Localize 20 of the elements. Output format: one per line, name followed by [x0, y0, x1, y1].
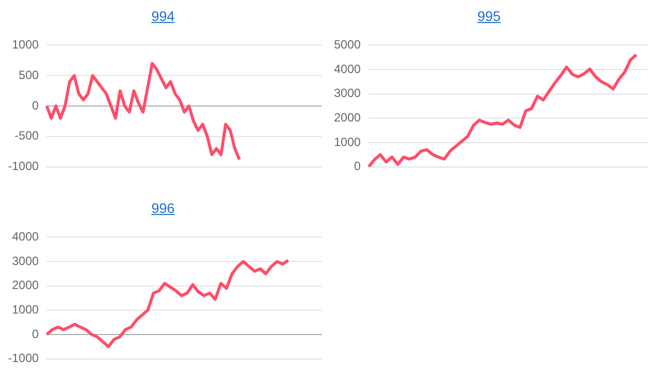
- y-tick-label: 0: [354, 159, 362, 174]
- y-tick-label: 3000: [12, 254, 40, 268]
- y-tick-label: 1000: [12, 302, 40, 316]
- y-tick-label: 2000: [12, 278, 40, 292]
- y-tick-label: 3000: [334, 86, 362, 100]
- chart-title: 994: [150, 8, 176, 26]
- y-tick-label: 0: [32, 98, 40, 112]
- y-tick-label: -500: [14, 128, 40, 143]
- y-tick-label: 500: [18, 68, 40, 82]
- y-tick-label: 4000: [12, 230, 40, 244]
- y-tick-label: 2000: [334, 110, 362, 124]
- y-tick-label: 4000: [334, 62, 362, 76]
- y-tick-label: 1000: [334, 134, 362, 149]
- y-tick-label: 0: [32, 326, 40, 341]
- y-tick-label: -1000: [8, 159, 40, 174]
- y-tick-label: -1000: [8, 351, 40, 366]
- y-tick-label: 1000: [12, 38, 40, 52]
- chart-title: 996: [150, 200, 176, 218]
- y-tick-label: 5000: [334, 38, 362, 52]
- chart-title: 995: [476, 8, 502, 26]
